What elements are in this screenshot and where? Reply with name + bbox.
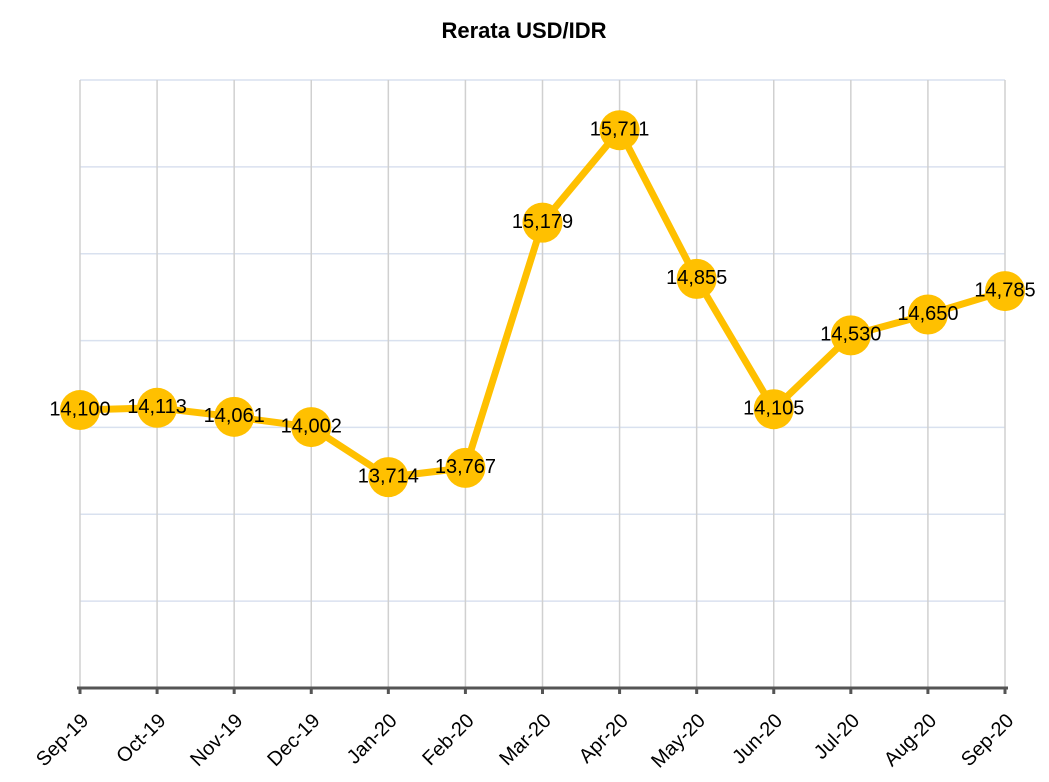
x-tick-group: Oct-19 xyxy=(112,710,170,768)
x-tick-group: Feb-20 xyxy=(418,710,478,770)
x-tick-label: Feb-20 xyxy=(418,710,478,770)
x-tick-label: Jan-20 xyxy=(343,710,402,769)
data-label: 15,179 xyxy=(512,211,573,233)
data-label: 14,105 xyxy=(743,397,804,419)
point xyxy=(599,110,640,151)
point xyxy=(985,271,1025,312)
x-tick-label: Sep-19 xyxy=(32,710,93,771)
data-label: 14,113 xyxy=(127,396,187,418)
chart-title: Rerata USD/IDR xyxy=(441,18,606,43)
x-tick-group: Jun-20 xyxy=(728,710,787,769)
x-tick-group: Jan-20 xyxy=(343,710,402,769)
data-label: 13,767 xyxy=(435,456,496,478)
x-tick-label: Aug-20 xyxy=(880,710,941,771)
x-tick-group: Apr-20 xyxy=(575,710,633,768)
data-label: 15,711 xyxy=(590,118,650,140)
data-label: 14,855 xyxy=(666,267,727,289)
x-tick-group: Jul-20 xyxy=(810,710,864,764)
x-tick-label: Jun-20 xyxy=(728,710,787,769)
x-tick-group: May-20 xyxy=(647,710,710,773)
data-label: 14,002 xyxy=(281,415,342,437)
x-tick-group: Nov-19 xyxy=(186,710,247,771)
point xyxy=(753,389,794,430)
x-tick-group: Sep-19 xyxy=(32,710,93,771)
point xyxy=(445,447,486,488)
point xyxy=(368,457,409,498)
x-tick-label: Jul-20 xyxy=(810,710,864,764)
point xyxy=(907,294,948,335)
data-label: 14,785 xyxy=(974,279,1035,301)
x-tick-group: Mar-20 xyxy=(495,710,555,770)
x-tick-group: Aug-20 xyxy=(880,710,941,771)
data-label: 13,714 xyxy=(358,465,419,487)
point xyxy=(291,407,332,448)
x-tick-label: Apr-20 xyxy=(575,710,633,768)
x-tick-group: Dec-19 xyxy=(263,710,324,771)
x-tick-label: Oct-19 xyxy=(112,710,170,768)
data-label: 14,650 xyxy=(897,303,958,325)
x-tick-group: Sep-20 xyxy=(957,710,1018,771)
x-tick-label: Nov-19 xyxy=(186,710,247,771)
x-tick-label: Dec-19 xyxy=(263,710,324,771)
x-tick-label: Sep-20 xyxy=(957,710,1018,771)
data-label: 14,100 xyxy=(49,398,110,420)
point xyxy=(676,258,717,299)
x-tick-label: May-20 xyxy=(647,710,710,773)
x-tick-label: Mar-20 xyxy=(495,710,555,770)
data-label: 14,061 xyxy=(204,405,265,427)
point xyxy=(60,390,100,431)
point xyxy=(522,202,563,243)
point xyxy=(137,387,178,428)
point xyxy=(830,315,871,356)
data-label: 14,530 xyxy=(820,324,881,346)
point xyxy=(214,396,255,437)
